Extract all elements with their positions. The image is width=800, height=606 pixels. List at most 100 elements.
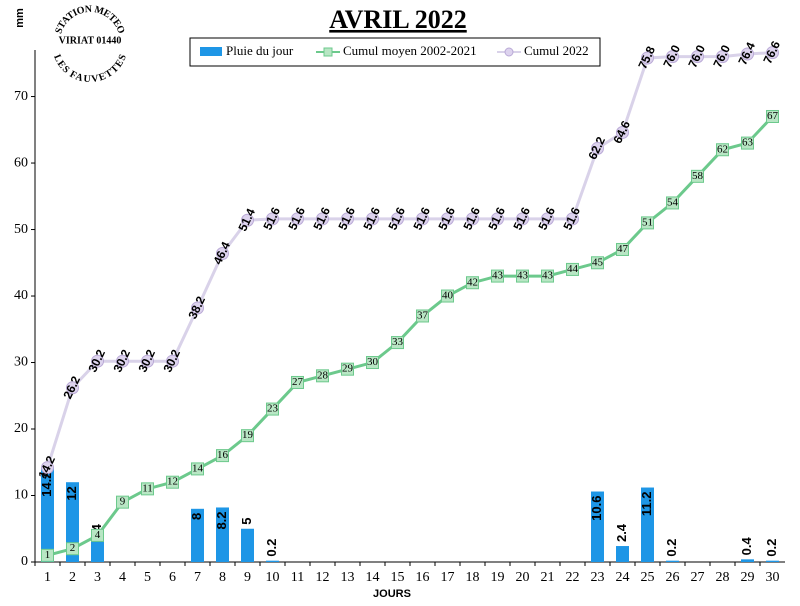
bar-label: 0.2	[264, 539, 279, 557]
x-tick-label: 13	[341, 570, 355, 585]
data-label: 23	[267, 403, 279, 415]
marker	[266, 212, 279, 226]
marker	[516, 269, 529, 283]
x-tick-label: 3	[94, 570, 101, 585]
x-tick-label: 18	[466, 570, 480, 585]
bar-label: 5	[239, 518, 254, 525]
marker	[41, 461, 54, 475]
data-label: 51	[642, 216, 653, 228]
data-label: 54	[667, 196, 679, 208]
data-label: 58	[692, 170, 704, 182]
marker	[216, 449, 229, 463]
data-label: 43	[492, 270, 504, 282]
x-tick-label: 7	[194, 570, 201, 585]
marker	[416, 309, 429, 323]
bar-label: 0.4	[739, 536, 754, 555]
marker	[241, 213, 254, 227]
bar	[41, 467, 54, 562]
x-tick-label: 11	[291, 570, 304, 585]
marker	[741, 47, 754, 61]
y-tick-label: 60	[14, 155, 28, 170]
marker	[541, 212, 554, 226]
marker	[416, 212, 429, 226]
marker	[541, 269, 554, 283]
data-label: 9	[120, 496, 126, 508]
x-tick-label: 2	[69, 570, 76, 585]
data-label: 62	[717, 143, 728, 155]
marker	[341, 362, 354, 376]
marker	[766, 109, 779, 123]
marker	[466, 276, 479, 290]
bar-label: 14.2	[39, 472, 54, 497]
marker	[616, 125, 629, 139]
marker	[641, 51, 654, 65]
x-tick-label: 27	[691, 570, 705, 585]
y-tick-label: 20	[14, 421, 28, 436]
bar	[616, 546, 629, 562]
marker	[366, 212, 379, 226]
marker	[391, 212, 404, 226]
data-label: 47	[617, 243, 629, 255]
marker	[616, 242, 629, 256]
x-tick-label: 26	[666, 570, 680, 585]
marker	[691, 169, 704, 183]
data-label: 19	[242, 429, 254, 441]
marker	[666, 196, 679, 210]
marker	[316, 369, 329, 383]
data-label: 16	[217, 449, 229, 461]
bar-label: 8.2	[214, 511, 229, 529]
marker	[691, 50, 704, 64]
marker	[66, 542, 79, 556]
bar	[216, 507, 229, 562]
bar-label: 11.2	[639, 492, 654, 517]
marker	[391, 336, 404, 350]
logo-middle: VIRIAT 01440	[59, 35, 122, 46]
marker	[716, 50, 729, 64]
marker	[441, 212, 454, 226]
bar	[91, 535, 104, 562]
data-label: 2	[70, 542, 76, 554]
data-label: 30	[367, 356, 379, 368]
legend-label: Cumul moyen 2002-2021	[343, 43, 477, 58]
marker	[141, 482, 154, 496]
marker	[491, 269, 504, 283]
marker	[341, 212, 354, 226]
data-label: 63	[742, 137, 754, 149]
x-tick-label: 14	[366, 570, 380, 585]
marker	[166, 354, 179, 368]
marker	[141, 354, 154, 368]
marker	[641, 216, 654, 230]
marker	[591, 256, 604, 270]
x-tick-label: 22	[566, 570, 580, 585]
legend-marker	[504, 47, 514, 57]
y-tick-label: 40	[14, 288, 28, 303]
data-label: 37	[417, 310, 429, 322]
bar	[66, 482, 79, 562]
marker	[116, 354, 129, 368]
x-tick-label: 8	[219, 570, 226, 585]
marker	[216, 246, 229, 260]
x-tick-label: 16	[416, 570, 430, 585]
chart-title: AVRIL 2022	[329, 5, 467, 34]
bar-label: 12	[64, 486, 79, 500]
data-label: 12	[167, 476, 178, 488]
bar-label: 2.4	[614, 523, 629, 542]
x-tick-label: 12	[316, 570, 330, 585]
data-label: 42	[467, 276, 478, 288]
x-tick-label: 5	[144, 570, 151, 585]
x-tick-label: 1	[44, 570, 51, 585]
x-tick-label: 19	[491, 570, 505, 585]
bar-label: 10.6	[589, 496, 604, 521]
bar	[266, 560, 279, 562]
data-label: 27	[292, 376, 304, 388]
y-tick-label: 30	[14, 355, 28, 370]
bar-label: 8	[189, 513, 204, 520]
x-tick-label: 23	[591, 570, 605, 585]
x-tick-label: 29	[741, 570, 755, 585]
y-tick-label: 50	[14, 222, 28, 237]
bar	[591, 491, 604, 562]
y-tick-label: 70	[14, 89, 28, 104]
